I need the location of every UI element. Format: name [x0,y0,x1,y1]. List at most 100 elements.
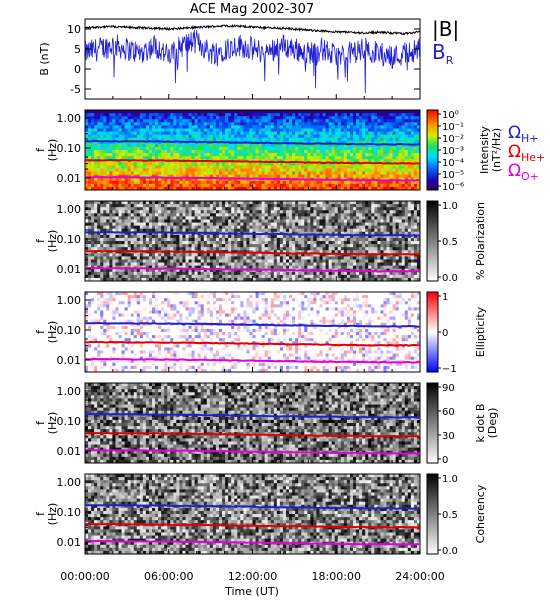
spectrogram-cell [279,116,284,120]
spectrogram-cell [237,216,241,220]
spectrogram-cell [109,125,113,129]
spectrogram-cell [133,143,138,148]
spectrogram-cell [215,262,220,267]
spectrogram-cell [410,116,415,120]
spectrogram-cell [243,162,247,166]
spectrogram-cell [167,137,171,142]
spectrogram-cell [109,134,113,139]
spectrogram-cell [398,119,403,123]
spectrogram-cell [270,168,275,172]
spectrogram-cell [103,134,107,139]
spectrogram-cell [115,183,119,188]
freq-ylabel: f(Hz) [34,139,59,162]
spectrogram-cell [304,228,308,233]
spectrogram-cell [380,165,384,169]
spectrogram-cell [362,122,366,126]
spectrogram-cell [215,241,220,245]
spectrogram-cell [273,110,278,114]
spectrogram-cell [310,204,314,208]
spectrogram-cell [292,250,296,254]
spectrogram-cell [237,116,241,120]
spectrogram-cell [188,219,192,223]
spectrogram-cell [258,150,263,154]
spectrogram-cell [167,143,171,148]
spectrogram-cell [267,222,272,227]
spectrogram-cell [252,204,256,208]
spectrogram-cell [170,274,174,279]
spectrogram-cell [100,262,104,267]
spectrogram-cell [91,225,95,230]
spectrogram-cell [136,128,141,132]
spectrogram-cell [362,110,366,114]
spectrogram-cell [383,146,387,151]
spectrogram-cell [118,244,122,248]
spectrogram-cell [94,122,98,126]
spectrogram-cell [310,110,314,114]
spectrogram-cell [121,156,125,160]
spectrogram-cell [410,150,415,154]
spectrogram-cell [273,165,278,169]
spectrogram-cell [255,228,259,233]
spectrogram-cell [212,162,217,166]
spectrogram-cell [386,168,390,172]
spectrogram-cell [188,137,192,142]
spectrogram-cell [304,140,308,145]
spectrogram-cell [179,119,183,123]
spectrogram-cell [313,213,317,217]
spectrogram-cell [398,153,403,157]
spectrogram-cell [237,125,241,129]
spectrogram-cell [240,265,244,270]
spectrogram-cell [206,183,211,188]
spectrogram-cell [279,122,284,126]
spectrogram-cell [337,153,342,157]
spectrogram-cell [155,268,159,273]
spectrogram-cell [255,186,259,191]
spectrogram-cell [124,234,129,239]
spectrogram-cell [176,207,180,211]
spectrogram-cell [88,225,92,230]
spectrogram-cell [94,225,98,230]
spectrogram-cell [410,137,415,142]
spectrogram-cell [164,216,168,220]
spectrogram-cell [188,244,192,248]
spectrogram-cell [261,143,266,148]
spectrogram-cell [212,110,217,114]
spectrogram-cell [289,168,293,172]
spectrogram-cell [322,228,326,233]
spectrogram-cell [182,201,186,205]
spectrogram-cell [322,165,326,169]
spectrogram-cell [100,122,104,126]
spectrogram-cell [155,244,159,248]
spectrogram-cell [386,140,390,145]
spectrogram-cell [148,204,153,208]
spectrogram-cell [91,150,95,154]
spectrogram-cell [191,171,196,176]
spectrogram-cell [212,113,217,117]
spectrogram-cell [240,171,244,176]
spectrogram-cell [139,244,144,248]
spectrogram-cell [282,119,287,123]
spectrogram-cell [127,110,132,114]
spectrogram-cell [194,216,199,220]
spectrogram-cell [136,177,141,182]
spectrogram-cell [292,131,296,136]
spectrogram-cell [228,153,232,157]
spectrogram-cell [389,153,393,157]
spectrogram-cell [182,244,186,248]
spectrogram-cell [176,274,180,279]
spectrogram-cell [298,156,302,160]
spectrogram-cell [188,234,192,239]
spectrogram-cell [258,228,263,233]
spectrogram-cell [374,146,378,151]
spectrogram-cell [261,216,266,220]
spectrogram-cell [88,162,92,166]
spectrogram-cell [270,143,275,148]
spectrogram-cell [334,119,339,123]
spectrogram-cell [240,146,244,151]
spectrogram-cell [255,213,259,217]
spectrogram-cell [106,140,110,145]
spectrogram-cell [307,174,311,179]
spectrogram-cell [319,231,323,236]
spectrogram-cell [176,244,180,248]
spectrogram-cell [200,165,205,169]
